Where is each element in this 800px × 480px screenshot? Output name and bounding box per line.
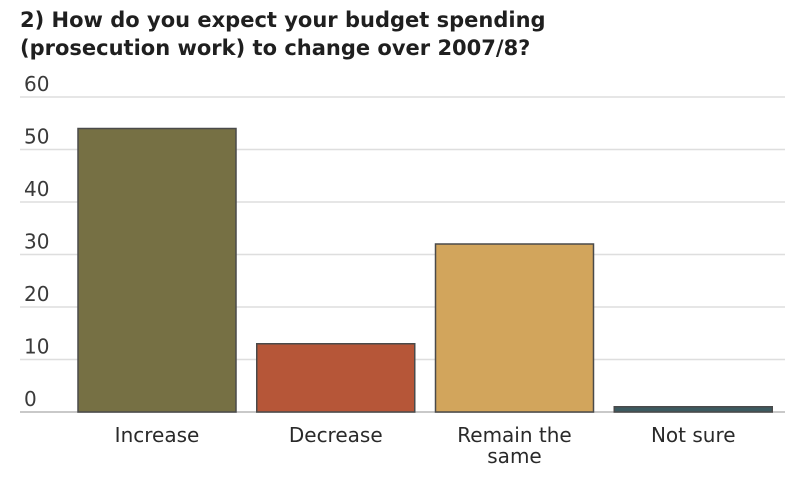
y-tick-label-40: 40: [24, 177, 49, 201]
x-tick-label-0: Increase: [115, 423, 200, 447]
bars: [77, 127, 773, 413]
y-tick-label-10: 10: [24, 335, 49, 359]
y-tick-label-20: 20: [24, 282, 49, 306]
bar-0: [77, 127, 237, 413]
x-tick-label-3: Not sure: [651, 423, 736, 447]
bar-1: [256, 343, 416, 413]
x-axis-labels: Increase Decrease Remain the same Not sure: [115, 423, 736, 468]
chart-title-line-1: 2) How do you expect your budget spendin…: [20, 8, 546, 32]
x-tick-label-2: Remain the same: [457, 423, 571, 468]
chart-title: 2) How do you expect your budget spendin…: [20, 6, 780, 62]
x-tick-label-1: Decrease: [289, 423, 383, 447]
chart-title-line-2: (prosecution work) to change over 2007/8…: [20, 36, 531, 60]
y-tick-label-60: 60: [24, 72, 49, 96]
y-tick-label-30: 30: [24, 230, 49, 254]
y-axis-ticks: 0 10 20 30 40 50 60: [24, 72, 49, 411]
bar-2: [434, 243, 595, 413]
bar-3: [613, 406, 773, 413]
y-tick-label-50: 50: [24, 125, 49, 149]
y-tick-label-0: 0: [24, 387, 37, 411]
